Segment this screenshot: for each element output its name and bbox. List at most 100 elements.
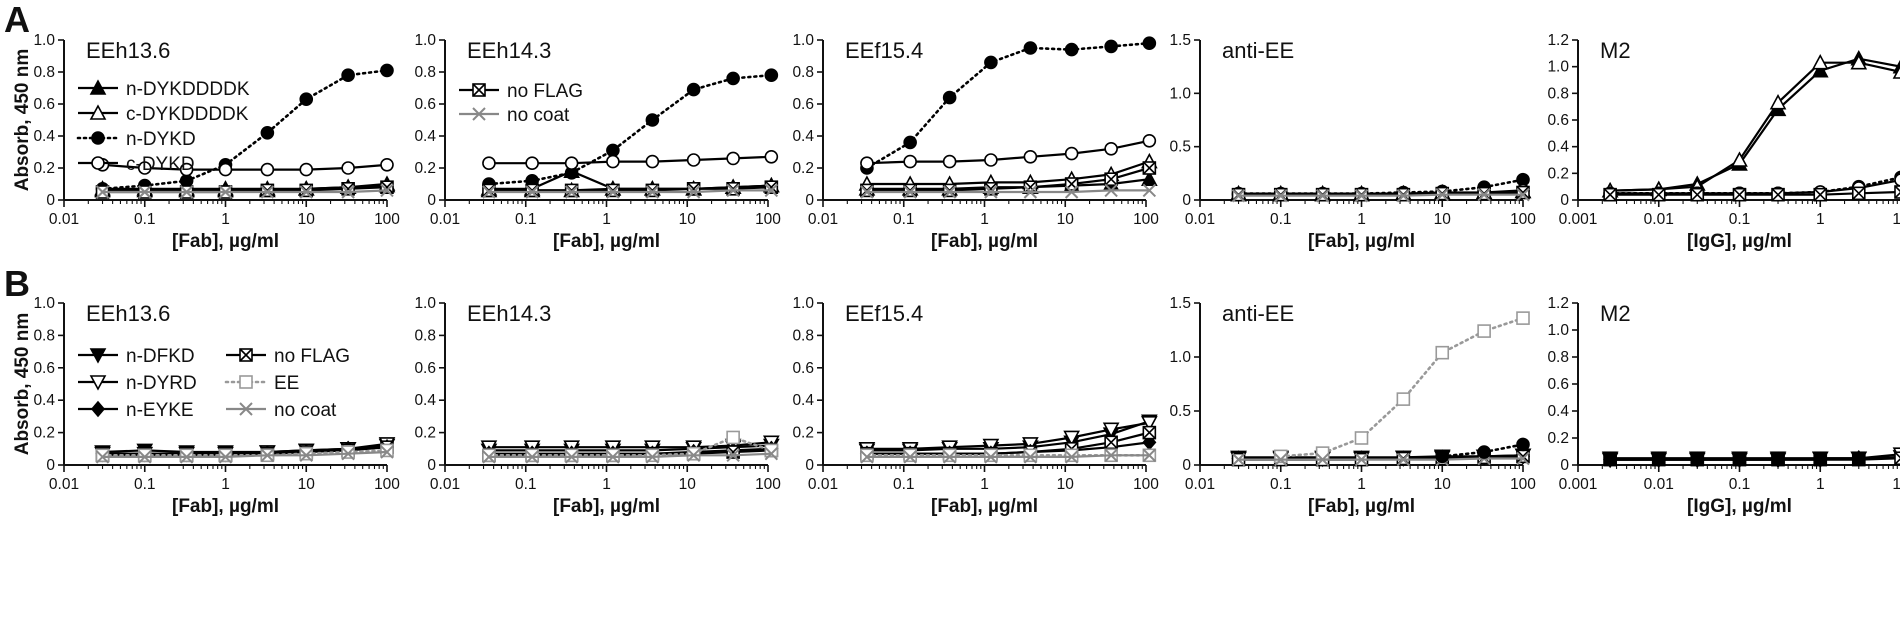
- data-point: [218, 162, 233, 177]
- series-no-coat: [95, 445, 394, 464]
- x-axis-label: [Fab], µg/ml: [931, 496, 1038, 517]
- x-tick-label: 0.01: [1644, 476, 1674, 493]
- data-point: [764, 150, 779, 164]
- data-point: [482, 448, 496, 463]
- x-tick-label: 1: [602, 476, 611, 493]
- square-x-cross: [565, 183, 579, 197]
- square-x-cross: [1894, 185, 1900, 199]
- x-tick-label: 1: [221, 476, 230, 493]
- x-tick-label: 10: [679, 211, 697, 228]
- legend-label: no FLAG: [274, 346, 350, 367]
- data-point: [564, 448, 579, 463]
- data-point: [1104, 39, 1118, 54]
- data-point: [299, 446, 314, 461]
- data-point: [645, 448, 660, 463]
- x-tick-label: 1: [980, 476, 989, 493]
- data-point: [903, 183, 917, 198]
- panel-letter-b: B: [4, 263, 30, 304]
- data-point: [1732, 187, 1747, 202]
- data-point: [299, 92, 314, 106]
- x-axis-label: [IgG], µg/ml: [1687, 231, 1792, 252]
- data-point: [1771, 187, 1785, 202]
- data-point: [260, 162, 275, 177]
- y-tick-label: 0.6: [33, 96, 55, 113]
- data-point: [942, 450, 957, 464]
- data-point: [903, 450, 917, 464]
- square-x-cross: [1104, 435, 1118, 449]
- data-point: [726, 182, 740, 196]
- data-point: [1142, 161, 1157, 175]
- x-tick-label: 0.01: [1644, 211, 1674, 228]
- data-point: [1354, 189, 1369, 203]
- legend-label: n-DYKDDDDK: [126, 79, 250, 100]
- chart-a-2: 0 0.2 0.4 0.6 0.8 1.0 0.01 0.1 1 10 100 [Fab], µg/m…: [414, 32, 781, 252]
- y-tick-label: 1.2: [1547, 295, 1569, 312]
- data-point: [1315, 189, 1330, 203]
- series-c-dykd: [482, 150, 779, 170]
- square-x-cross: [1603, 188, 1617, 202]
- square-x-cross: [903, 183, 917, 197]
- legend-label: no coat: [507, 105, 570, 126]
- data-point: [645, 450, 660, 464]
- data-point: [1064, 185, 1079, 199]
- series-n-dykddddk: [1601, 49, 1900, 198]
- chart-title: EEh13.6: [86, 38, 170, 63]
- legend-marker: [89, 348, 107, 364]
- y-tick-label: 0: [1560, 457, 1569, 474]
- data-point: [1851, 451, 1866, 466]
- data-point: [1603, 451, 1617, 466]
- data-point: [645, 154, 660, 169]
- data-point: [1142, 134, 1157, 148]
- x-tick-label: 0.1: [134, 211, 156, 228]
- data-point: [645, 185, 660, 199]
- chart-b-5: 0 0.2 0.4 0.6 0.8 1.0 1.2 0.001 0.01 0.1 1 10 [IgG],…: [1547, 295, 1900, 517]
- legend-entry: no FLAG: [226, 346, 350, 367]
- series-no-coat: [95, 183, 394, 199]
- chart-a-5: 0 0.2 0.4 0.6 0.8 1.0 1.2 0.001 0.01 0.1 1 10 [IgG],…: [1547, 32, 1900, 252]
- data-point: [1435, 187, 1449, 202]
- data-point: [179, 185, 194, 199]
- data-point: [525, 183, 539, 198]
- square-x-cross: [645, 183, 659, 197]
- data-point: [1023, 150, 1038, 164]
- x-tick-label: 0.01: [808, 211, 838, 228]
- x-tick-label: 0.001: [1559, 211, 1598, 228]
- data-point: [1516, 311, 1530, 325]
- data-point: [179, 448, 194, 463]
- square-x-cross: [472, 83, 486, 97]
- series-line: [102, 450, 388, 458]
- data-point: [860, 448, 874, 463]
- square-x-cross: [1732, 188, 1747, 202]
- data-point: [218, 185, 233, 199]
- data-point: [1811, 61, 1829, 78]
- data-point: [137, 161, 152, 175]
- chart-title: EEf15.4: [845, 38, 923, 63]
- x-tick-label: 100: [755, 476, 781, 493]
- square-x-cross: [1104, 172, 1118, 186]
- data-point: [1142, 36, 1157, 51]
- data-point: [764, 183, 779, 198]
- data-point: [1231, 189, 1246, 203]
- x-tick-label: 10: [1434, 476, 1452, 493]
- data-point: [218, 448, 233, 463]
- x-tick-label: 0.01: [1185, 211, 1215, 228]
- series-c-dykd: [860, 134, 1157, 170]
- square-x-cross: [1813, 188, 1827, 202]
- square-x-cross: [1852, 186, 1866, 200]
- y-tick-label: 0.2: [33, 425, 55, 442]
- series-line: [488, 452, 772, 458]
- data-point: [1477, 187, 1491, 202]
- x-tick-label: 100: [1510, 211, 1536, 228]
- square-x-cross: [943, 183, 957, 197]
- x-tick-label: 0.1: [893, 211, 915, 228]
- legend-marker: [472, 107, 486, 121]
- x-tick-label: 1: [1357, 211, 1366, 228]
- data-point: [1769, 93, 1787, 110]
- y-tick-label: 0.8: [1547, 349, 1569, 366]
- data-point: [860, 156, 874, 170]
- y-tick-label: 1.2: [1547, 32, 1569, 49]
- data-point: [1315, 446, 1330, 460]
- data-point: [726, 448, 740, 462]
- data-point: [942, 154, 957, 169]
- data-point: [686, 153, 701, 167]
